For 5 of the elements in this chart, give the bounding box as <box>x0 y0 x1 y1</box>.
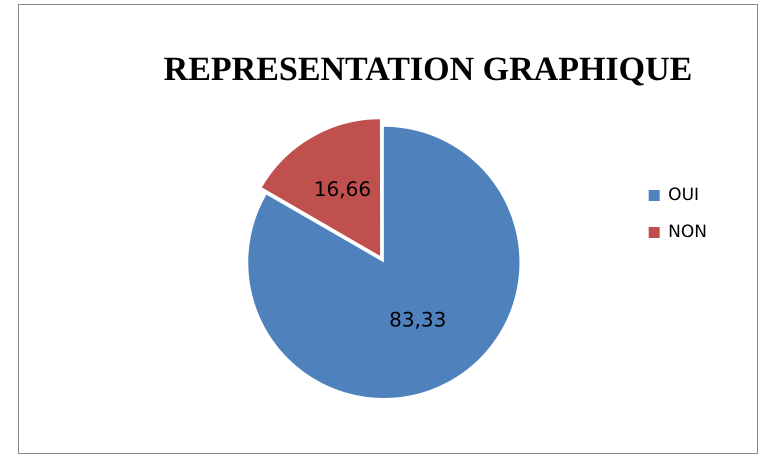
data-label: 83,33 <box>389 307 446 332</box>
chart-title: REPRESENTATION GRAPHIQUE <box>164 51 692 88</box>
data-label: 16,66 <box>314 176 372 201</box>
legend-label: NON <box>668 222 708 242</box>
legend-label: OUI <box>668 184 700 205</box>
